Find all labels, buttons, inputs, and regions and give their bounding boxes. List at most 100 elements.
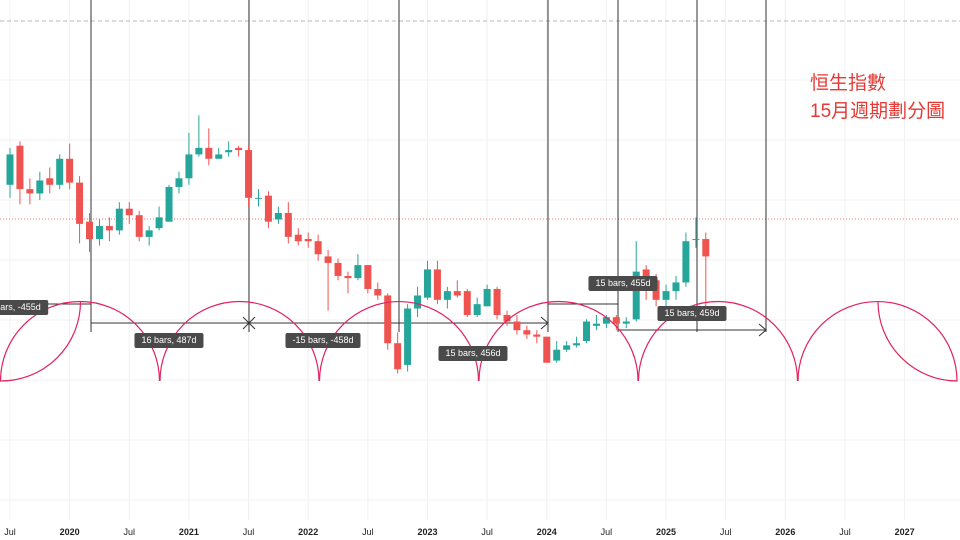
candle-body bbox=[205, 147, 213, 159]
candle-body bbox=[125, 208, 133, 216]
candle-body bbox=[105, 226, 113, 231]
chart-title-line1: 恒生指數 bbox=[810, 73, 887, 94]
x-tick-label: Jul bbox=[4, 527, 16, 537]
x-tick-label: Jul bbox=[481, 527, 493, 537]
grid-lines bbox=[0, 0, 960, 520]
candle-body bbox=[473, 304, 481, 315]
candle-body bbox=[6, 154, 14, 185]
x-tick-label: Jul bbox=[601, 527, 613, 537]
candle-body bbox=[583, 321, 591, 342]
candle-body bbox=[513, 321, 521, 331]
measure-label-6[interactable]: 15 bars, 459d bbox=[657, 306, 727, 321]
candle-body bbox=[66, 158, 74, 183]
x-tick-label: Jul bbox=[124, 527, 136, 537]
measure-label-3[interactable]: -15 bars, -458d bbox=[285, 333, 361, 348]
candle-body bbox=[165, 186, 173, 222]
candle-body bbox=[533, 334, 541, 337]
chart-title-line2: 15月週期劃分圖 bbox=[810, 101, 946, 122]
candle-body bbox=[225, 150, 233, 153]
candle-body bbox=[115, 208, 123, 231]
candle-body bbox=[364, 265, 372, 289]
candle-body bbox=[86, 221, 94, 240]
candle-body bbox=[404, 308, 412, 365]
candle-body bbox=[573, 343, 581, 346]
candle-body bbox=[672, 282, 680, 292]
candle-body bbox=[294, 234, 302, 242]
candle-body bbox=[592, 323, 600, 326]
measure-cross-b[interactable] bbox=[242, 316, 256, 330]
candle-body bbox=[95, 226, 103, 240]
candle-body bbox=[632, 271, 640, 320]
candle-body bbox=[284, 213, 292, 237]
candle-body bbox=[16, 145, 24, 190]
candle-body bbox=[245, 150, 253, 198]
cycle-arc[interactable] bbox=[478, 300, 639, 382]
x-tick-label: 2020 bbox=[60, 527, 80, 537]
candle-body bbox=[453, 291, 461, 296]
cycle-arc-right-partial[interactable] bbox=[877, 301, 958, 382]
candle-body bbox=[145, 230, 153, 237]
candle-body bbox=[692, 239, 700, 241]
candle-body bbox=[523, 330, 531, 335]
candle-body bbox=[493, 288, 501, 315]
x-tick-label: Jul bbox=[720, 527, 732, 537]
arrowhead-a1[interactable] bbox=[540, 316, 549, 324]
candle-body bbox=[702, 239, 710, 257]
candle-body bbox=[185, 154, 193, 179]
candle-body bbox=[264, 195, 272, 222]
candle-body bbox=[414, 295, 422, 309]
candle-body bbox=[36, 180, 44, 194]
candle-body bbox=[314, 241, 322, 255]
chart-title: 恒生指數 15月週期劃分圖 bbox=[810, 70, 945, 126]
arrowhead-b1[interactable] bbox=[758, 323, 767, 331]
candle-body bbox=[662, 291, 670, 300]
x-tick-label: 2026 bbox=[775, 527, 795, 537]
candlestick-series bbox=[6, 115, 710, 374]
candle-body bbox=[56, 158, 64, 185]
candle-body bbox=[503, 315, 511, 322]
arrowhead-a2[interactable] bbox=[540, 322, 549, 330]
candle-body bbox=[384, 295, 392, 344]
candle-body bbox=[553, 349, 561, 361]
x-tick-label: 2021 bbox=[179, 527, 199, 537]
candle-body bbox=[46, 178, 54, 185]
measure-label-5[interactable]: 15 bars, 455d bbox=[588, 276, 658, 291]
measure-label-1[interactable]: bars, -455d bbox=[0, 300, 48, 315]
candle-body bbox=[26, 189, 34, 194]
candle-body bbox=[463, 291, 471, 315]
candle-body bbox=[255, 197, 262, 199]
arrowhead-b2[interactable] bbox=[758, 329, 767, 337]
x-tick-label: 2025 bbox=[656, 527, 676, 537]
candle-body bbox=[135, 215, 143, 237]
cycle-arc-left-partial[interactable] bbox=[0, 301, 82, 382]
candle-body bbox=[394, 343, 402, 370]
candle-body bbox=[483, 288, 491, 307]
candle-body bbox=[195, 147, 203, 155]
candle-body bbox=[642, 269, 650, 279]
candle-body bbox=[155, 217, 163, 229]
cycle-arc[interactable] bbox=[797, 300, 958, 382]
candle-body bbox=[374, 288, 382, 296]
x-tick-label: 2022 bbox=[298, 527, 318, 537]
candle-body bbox=[215, 154, 223, 159]
candle-body bbox=[543, 336, 551, 363]
x-tick-label: Jul bbox=[839, 527, 851, 537]
candle-body bbox=[682, 241, 690, 283]
candle-body bbox=[344, 275, 352, 279]
candle-body bbox=[612, 317, 620, 324]
measure-label-4[interactable]: 15 bars, 456d bbox=[438, 346, 508, 361]
candle-body bbox=[622, 321, 630, 324]
candle-body bbox=[304, 239, 312, 242]
x-tick-label: 2023 bbox=[417, 527, 437, 537]
x-tick-label: Jul bbox=[362, 527, 374, 537]
candle-body bbox=[433, 269, 441, 300]
candle-body bbox=[324, 256, 332, 263]
cycle-arc[interactable] bbox=[637, 300, 799, 382]
candle-body bbox=[274, 213, 282, 220]
measure-label-2[interactable]: 16 bars, 487d bbox=[134, 333, 204, 348]
candle-body bbox=[76, 182, 84, 224]
candle-body bbox=[423, 269, 431, 298]
x-tick-label: 2024 bbox=[537, 527, 557, 537]
x-tick-label: 2027 bbox=[895, 527, 915, 537]
